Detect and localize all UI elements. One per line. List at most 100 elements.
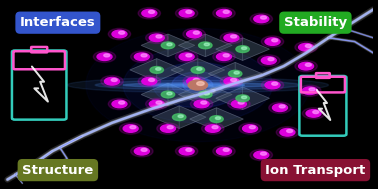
Circle shape — [313, 111, 319, 114]
Circle shape — [302, 108, 325, 119]
Circle shape — [194, 31, 199, 34]
Polygon shape — [171, 59, 198, 81]
Circle shape — [187, 77, 201, 85]
Polygon shape — [141, 34, 195, 57]
Polygon shape — [208, 62, 262, 85]
Circle shape — [138, 8, 161, 19]
Polygon shape — [141, 83, 168, 106]
Circle shape — [149, 78, 155, 81]
Circle shape — [101, 76, 123, 87]
Circle shape — [167, 43, 172, 46]
Circle shape — [172, 114, 186, 121]
Circle shape — [131, 51, 153, 62]
Polygon shape — [216, 87, 243, 110]
Circle shape — [141, 148, 147, 151]
Polygon shape — [205, 34, 232, 57]
Text: Stability: Stability — [284, 16, 347, 29]
Circle shape — [268, 58, 274, 61]
Circle shape — [157, 123, 179, 134]
Circle shape — [299, 43, 314, 51]
Circle shape — [299, 85, 321, 96]
Circle shape — [228, 70, 242, 77]
Circle shape — [135, 147, 149, 155]
Circle shape — [186, 54, 192, 57]
Circle shape — [172, 72, 224, 98]
Polygon shape — [130, 59, 184, 81]
Circle shape — [224, 34, 239, 42]
Ellipse shape — [67, 77, 328, 93]
Circle shape — [194, 100, 209, 108]
Circle shape — [305, 44, 311, 47]
Circle shape — [191, 67, 204, 73]
Circle shape — [295, 42, 317, 53]
Circle shape — [213, 146, 235, 157]
Circle shape — [204, 43, 209, 46]
Circle shape — [205, 125, 220, 132]
Circle shape — [250, 149, 273, 161]
Circle shape — [93, 51, 116, 62]
Circle shape — [153, 62, 243, 108]
Circle shape — [123, 47, 273, 123]
Circle shape — [306, 110, 321, 117]
Circle shape — [161, 125, 175, 132]
Circle shape — [295, 60, 317, 72]
Circle shape — [231, 35, 237, 38]
Circle shape — [309, 88, 315, 91]
Circle shape — [223, 10, 229, 13]
Circle shape — [265, 38, 280, 45]
Circle shape — [188, 80, 208, 90]
Polygon shape — [216, 38, 270, 60]
Circle shape — [187, 30, 201, 38]
Polygon shape — [168, 83, 195, 106]
Circle shape — [156, 101, 162, 104]
Circle shape — [183, 77, 213, 93]
Circle shape — [220, 32, 243, 43]
Circle shape — [197, 68, 202, 70]
Polygon shape — [179, 106, 206, 129]
Circle shape — [97, 53, 112, 60]
Circle shape — [239, 123, 261, 134]
Circle shape — [213, 51, 235, 62]
Circle shape — [242, 47, 247, 50]
Circle shape — [254, 151, 269, 159]
Circle shape — [260, 152, 266, 155]
Polygon shape — [178, 83, 205, 106]
Circle shape — [119, 101, 125, 104]
Ellipse shape — [123, 83, 273, 87]
Circle shape — [272, 82, 278, 85]
Circle shape — [108, 28, 131, 40]
Circle shape — [238, 101, 244, 104]
Circle shape — [223, 54, 229, 57]
Circle shape — [175, 51, 198, 62]
Circle shape — [156, 35, 162, 38]
Circle shape — [112, 100, 127, 108]
Polygon shape — [243, 38, 270, 60]
Circle shape — [305, 63, 311, 66]
Circle shape — [149, 34, 164, 42]
Circle shape — [150, 67, 164, 73]
Circle shape — [269, 102, 291, 113]
Circle shape — [257, 55, 280, 66]
Circle shape — [108, 98, 131, 110]
Circle shape — [175, 8, 198, 19]
Circle shape — [217, 147, 231, 155]
Ellipse shape — [95, 80, 301, 90]
Polygon shape — [141, 83, 195, 106]
Polygon shape — [157, 59, 184, 81]
Circle shape — [142, 9, 157, 17]
Circle shape — [135, 53, 149, 60]
Circle shape — [105, 77, 119, 85]
Circle shape — [287, 129, 293, 132]
Circle shape — [213, 8, 235, 19]
Circle shape — [201, 101, 207, 104]
Circle shape — [299, 62, 314, 70]
Circle shape — [161, 42, 175, 49]
Polygon shape — [152, 106, 206, 129]
Circle shape — [198, 91, 212, 98]
Circle shape — [178, 115, 183, 118]
Circle shape — [234, 71, 239, 74]
Circle shape — [175, 146, 198, 157]
Circle shape — [167, 92, 172, 95]
Polygon shape — [198, 59, 225, 81]
Circle shape — [191, 98, 213, 110]
